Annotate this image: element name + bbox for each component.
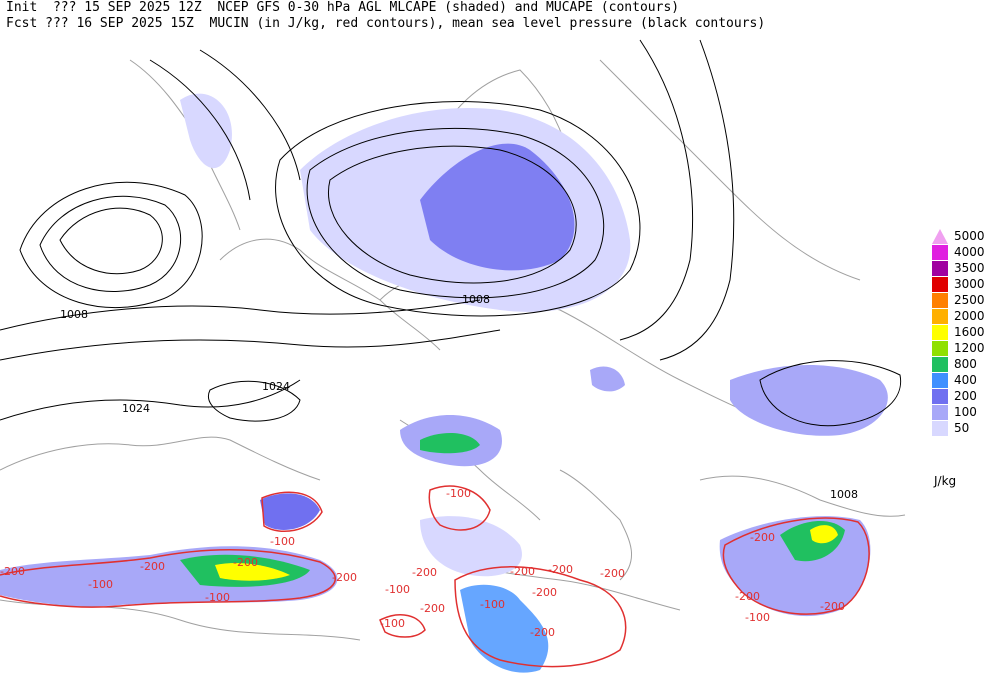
legend-unit: J/kg — [934, 474, 957, 488]
cape-area-west-med-peak — [215, 563, 290, 581]
legend-label: 5000 — [954, 229, 985, 243]
cin-label: -100 — [88, 578, 113, 591]
cin-label: -200 — [820, 600, 845, 613]
cin-label: -100 — [446, 487, 471, 500]
legend-swatch — [932, 325, 948, 340]
legend-label: 100 — [954, 405, 977, 419]
cin-label: -200 — [0, 565, 25, 578]
cin-label: -200 — [510, 565, 535, 578]
cin-label: -100 — [480, 598, 505, 611]
isobar-labels: 1008 1008 1024 1024 1008 — [60, 293, 858, 501]
legend-row: 50 — [928, 420, 998, 436]
cin-label: -100 — [380, 617, 405, 630]
legend-row: 1200 — [928, 340, 998, 356]
cape-area-sardinia — [260, 493, 320, 530]
cin-label: -200 — [750, 531, 775, 544]
isobar-label-west: 1008 — [60, 308, 88, 321]
cape-area-north-atlantic — [180, 93, 232, 169]
isobar-label-low: 1008 — [462, 293, 490, 306]
chart-header: Init ??? 15 SEP 2025 12Z NCEP GFS 0-30 h… — [6, 0, 926, 34]
isobar-label-high-west: 1024 — [122, 402, 150, 415]
cape-area-levant-peak — [810, 525, 838, 544]
legend-label: 4000 — [954, 245, 985, 259]
legend-row: 2000 — [928, 308, 998, 324]
legend-swatch — [932, 389, 948, 404]
cin-label: -200 — [233, 556, 258, 569]
cin-label: -200 — [600, 567, 625, 580]
legend-row: 2500 — [928, 292, 998, 308]
cape-area-adriatic-core — [420, 433, 480, 454]
cin-label: -100 — [745, 611, 770, 624]
legend-label: 2000 — [954, 309, 985, 323]
weather-map: 1008 1008 1024 1024 1008 -200 -200 -100 … — [0, 39, 906, 673]
header-line-fcst: Fcst ??? 16 SEP 2025 15Z MUCIN (in J/kg,… — [6, 16, 766, 31]
cin-label: -200 — [530, 626, 555, 639]
legend-row: 200 — [928, 388, 998, 404]
legend-swatch — [932, 309, 948, 324]
legend-swatch — [932, 293, 948, 308]
cin-label: -200 — [140, 560, 165, 573]
cape-area-central-med — [420, 516, 522, 577]
legend-label: 200 — [954, 389, 977, 403]
cin-label: -200 — [735, 590, 760, 603]
legend-swatch — [932, 229, 948, 244]
legend-label: 400 — [954, 373, 977, 387]
cin-label: -200 — [548, 563, 573, 576]
legend-label: 2500 — [954, 293, 985, 307]
legend-swatch — [932, 357, 948, 372]
cin-label: -100 — [270, 535, 295, 548]
cape-area-scandinavia-core — [420, 143, 575, 271]
legend-label: 3000 — [954, 277, 985, 291]
cape-area-black-sea — [730, 365, 888, 436]
header-line-init: Init ??? 15 SEP 2025 12Z NCEP GFS 0-30 h… — [6, 0, 680, 15]
legend-label: 50 — [954, 421, 970, 435]
legend-row: 100 — [928, 404, 998, 420]
legend-row: 4000 — [928, 244, 998, 260]
legend-swatch — [932, 405, 948, 420]
cin-label: -200 — [532, 586, 557, 599]
isobar-label-high: 1024 — [262, 380, 290, 393]
isobar-label-east: 1008 — [830, 488, 858, 501]
legend-swatch — [932, 373, 948, 388]
legend-row: 5000 — [928, 228, 998, 244]
legend-swatch — [932, 245, 948, 260]
legend-swatch — [932, 277, 948, 292]
legend-label: 1200 — [954, 341, 985, 355]
legend-swatch — [932, 261, 948, 276]
mslp-isobars — [0, 39, 902, 427]
cin-label: -200 — [420, 602, 445, 615]
legend-label: 800 — [954, 357, 977, 371]
cin-label: -100 — [385, 583, 410, 596]
cin-labels: -200 -200 -100 -100 -200 -200 -100 -100 … — [0, 487, 845, 639]
legend-label: 1600 — [954, 325, 985, 339]
legend-row: 3500 — [928, 260, 998, 276]
legend-row: 1600 — [928, 324, 998, 340]
legend-label: 3500 — [954, 261, 985, 275]
legend-row: 800 — [928, 356, 998, 372]
cape-legend: 5000 4000 3500 3000 2500 2000 1600 1200 800 400 20… — [928, 228, 998, 498]
cape-shading — [0, 93, 888, 673]
legend-row: 400 — [928, 372, 998, 388]
cin-label: -100 — [205, 591, 230, 604]
legend-swatch — [932, 341, 948, 356]
cape-area-balkans — [590, 366, 625, 392]
cin-label: -200 — [332, 571, 357, 584]
mucin-contours — [0, 485, 870, 668]
legend-row: 3000 — [928, 276, 998, 292]
legend-swatch — [932, 421, 948, 436]
cin-label: -200 — [412, 566, 437, 579]
